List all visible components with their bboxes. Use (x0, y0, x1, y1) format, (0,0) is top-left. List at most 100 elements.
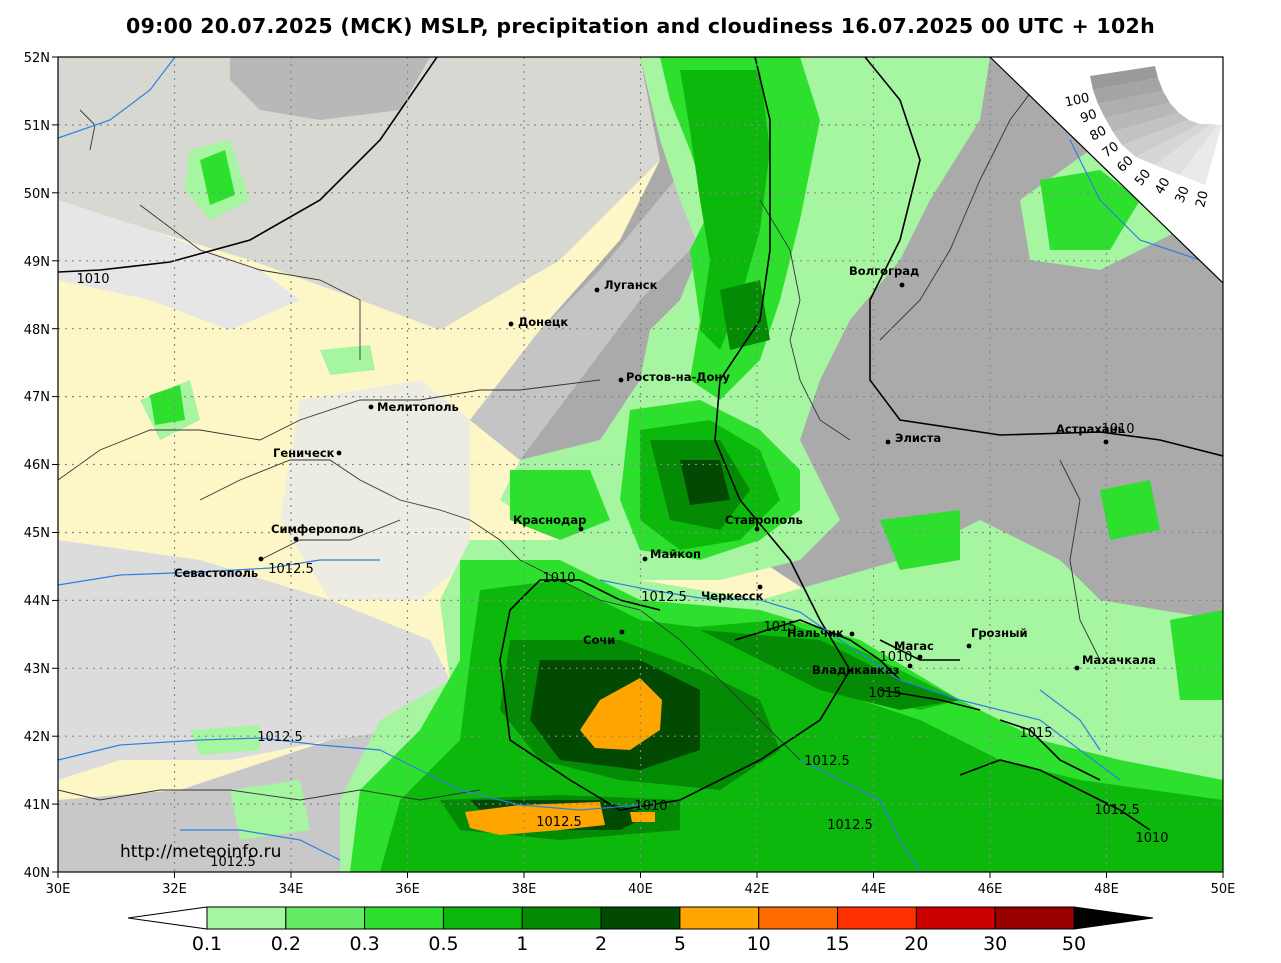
lat-label: 46N (24, 458, 50, 473)
colorbar-label: 0.3 (349, 933, 379, 955)
colorbar-label: 0.2 (271, 933, 301, 955)
lat-label: 40N (24, 866, 50, 881)
lon-label: 46E (978, 882, 1003, 897)
colorbar-low-arrow (127, 906, 208, 930)
lon-label: 50E (1211, 882, 1236, 897)
cloud-field-band (470, 150, 720, 460)
lat-label: 52N (24, 51, 50, 66)
lon-label: 32E (162, 882, 187, 897)
city-label: Луганск (604, 278, 658, 292)
lon-label: 42E (745, 882, 770, 897)
source-url[interactable]: http://meteoinfo.ru (120, 842, 282, 862)
city-label: Мелитополь (377, 400, 459, 414)
colorbar-cell (758, 906, 839, 930)
colorbar-cell (837, 906, 917, 930)
city-label: Черкесск (701, 589, 764, 603)
city-label: Астрахань (1056, 422, 1125, 436)
city-label: Нальчик (787, 626, 844, 640)
cloud-scale-labels: 100 90 80 70 60 50 40 30 20 (1064, 91, 1212, 209)
cloud-field-centralwest (280, 380, 470, 600)
isobar-label: 1012.5 (268, 562, 314, 577)
colorbar-label: 0.5 (428, 933, 458, 955)
lat-label: 49N (24, 255, 50, 270)
coastlines (58, 79, 1101, 801)
isobar-label: 1010 (1135, 831, 1168, 846)
lon-label: 36E (395, 882, 420, 897)
isobar-label: 1012.5 (210, 855, 256, 870)
cloud-field-west-light (58, 200, 300, 330)
lon-labels: 30E 32E 34E 36E 38E 40E 42E 44E 46E 48E … (46, 882, 1236, 897)
colorbar-cell (915, 906, 996, 930)
lat-label: 47N (24, 390, 50, 405)
colorbar-label: 50 (1062, 933, 1086, 955)
lat-label: 45N (24, 526, 50, 541)
cloud-field-southwest (58, 540, 470, 780)
city-label: Севастополь (174, 566, 258, 580)
cloud-scale-label: 80 (1088, 123, 1110, 144)
isobar-label: 1010 (76, 272, 109, 287)
lat-labels: 52N 51N 50N 49N 48N 47N 46N 45N 44N 43N … (24, 51, 50, 881)
lat-label: 50N (24, 187, 50, 202)
colorbar-high-arrow (1073, 906, 1154, 930)
city-labels: Луганск Донецк Волгоград Ростов-на-Дону … (174, 264, 1156, 677)
city-label: Сочи (583, 633, 615, 647)
colorbar-label: 30 (983, 933, 1007, 955)
graticule (58, 57, 1223, 872)
colorbar-cell (994, 906, 1075, 930)
city-label: Владикавказ (812, 663, 899, 677)
map-area (58, 57, 1223, 872)
lat-label: 44N (24, 594, 50, 609)
isobar-label: 1010 (879, 650, 912, 665)
lon-label: 44E (861, 882, 886, 897)
colorbar-label: 1 (516, 933, 528, 955)
cloud-scale (1090, 66, 1222, 185)
isobar-label: 1010 (542, 571, 575, 586)
cloud-scale-label: 20 (1193, 189, 1212, 209)
isobar-label: 1012.5 (827, 818, 873, 833)
cloud-scale-label: 30 (1173, 184, 1193, 205)
lon-label: 34E (279, 882, 304, 897)
city-label: Грозный (971, 626, 1028, 640)
lon-label: 38E (512, 882, 537, 897)
colorbar-cell (364, 906, 444, 930)
isobar-label: 1012.5 (257, 730, 303, 745)
colorbar-cell (600, 906, 681, 930)
lat-label: 51N (24, 119, 50, 134)
city-markers (258, 282, 1109, 671)
lat-label: 43N (24, 662, 50, 677)
colorbar-label: 5 (674, 933, 686, 955)
lat-label: 41N (24, 798, 50, 813)
colorbar-labels: 0.1 0.2 0.3 0.5 1 2 5 10 15 20 30 50 (192, 933, 1086, 955)
colorbar-cell (206, 906, 287, 930)
lon-label: 48E (1094, 882, 1119, 897)
colorbar-label: 15 (825, 933, 849, 955)
lat-label: 42N (24, 730, 50, 745)
isobar-label: 1010 (634, 799, 667, 814)
city-label: Краснодар (513, 513, 586, 527)
precip-extreme (465, 678, 662, 835)
lon-label: 40E (628, 882, 653, 897)
colorbar-label: 20 (904, 933, 928, 955)
cloud-field-north-dark (230, 57, 430, 120)
isobar-label: 1012.5 (536, 815, 582, 830)
city-label: Ростов-на-Дону (626, 370, 730, 384)
colorbar-cell (285, 906, 366, 930)
city-label: Махачкала (1082, 653, 1156, 667)
city-label: Ставрополь (725, 513, 803, 527)
cloud-scale-label: 40 (1152, 175, 1173, 197)
lon-label: 30E (46, 882, 71, 897)
city-label: Элиста (895, 431, 941, 445)
isobar-label: 1012.5 (1094, 803, 1140, 818)
colorbar-cell (679, 906, 760, 930)
isobars (58, 57, 1223, 831)
city-label: Геническ (273, 446, 335, 460)
isobar-label: 1015 (868, 686, 901, 701)
isobar-labels: 1010 1010 1012.5 1010 1012.5 1015 1010 1… (76, 272, 1168, 870)
chart-title: 09:00 20.07.2025 (МСК) MSLP, precipitati… (126, 14, 1155, 38)
isobar-label: 1015 (763, 620, 796, 635)
city-label: Симферополь (271, 522, 364, 536)
cloud-scale-label: 100 (1064, 91, 1091, 111)
cloud-scale-label: 90 (1078, 107, 1099, 127)
isobar-label: 1012.5 (641, 590, 687, 605)
